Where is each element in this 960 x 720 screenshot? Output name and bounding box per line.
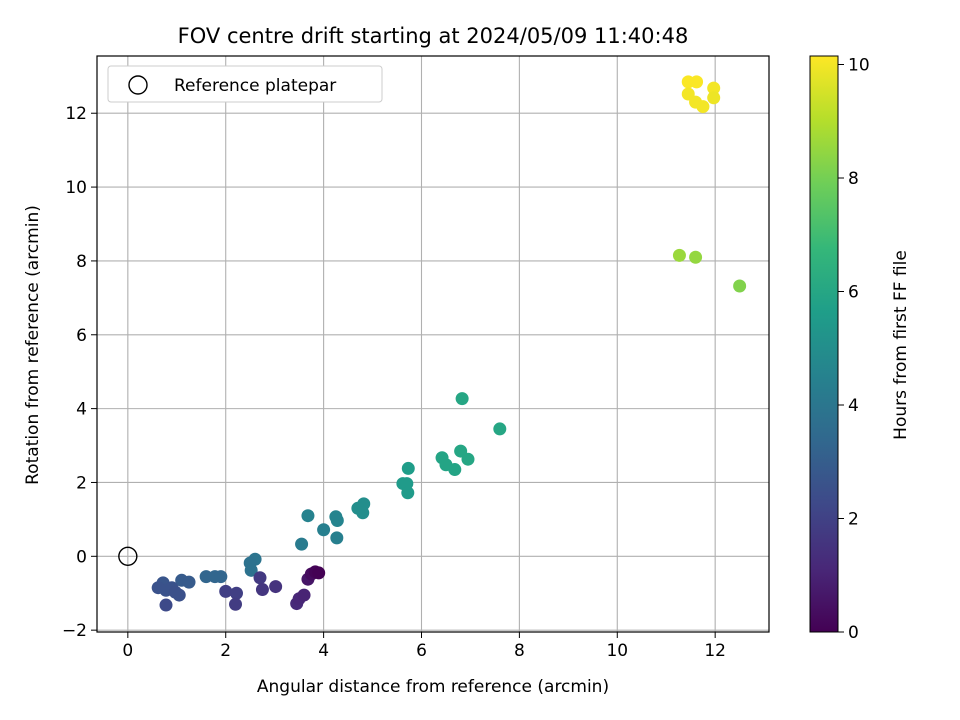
data-point xyxy=(317,523,331,537)
data-point xyxy=(182,575,196,589)
colorbar-ticks: 0 2 4 6 8 10 xyxy=(838,56,870,643)
y-tick-label: 8 xyxy=(76,252,87,272)
plot-frame xyxy=(96,55,770,633)
colorbar-tick-label: 0 xyxy=(848,623,859,643)
x-tick-label: 2 xyxy=(220,641,231,661)
colorbar-tick-label: 10 xyxy=(848,56,870,76)
data-point xyxy=(690,75,704,89)
legend-marker-reference-platepar xyxy=(128,75,148,95)
colorbar-tick-label: 4 xyxy=(848,396,859,416)
colorbar-tick-label: 8 xyxy=(848,169,859,189)
y-tick-label: 10 xyxy=(65,178,87,198)
data-point xyxy=(689,250,703,264)
y-tick-label: 4 xyxy=(76,400,87,420)
data-point xyxy=(672,248,686,262)
data-points xyxy=(151,75,747,612)
x-tick-label: 8 xyxy=(514,641,525,661)
data-point xyxy=(214,570,228,584)
colorbar-tick-label: 2 xyxy=(848,510,859,530)
grid xyxy=(97,56,769,632)
data-point xyxy=(455,392,469,406)
data-point xyxy=(401,461,415,475)
colorbar-tick-label: 6 xyxy=(848,283,859,303)
data-point xyxy=(297,588,311,602)
legend-entry-reference-platepar: Reference platepar xyxy=(174,76,336,96)
data-point xyxy=(707,81,721,95)
data-point xyxy=(301,509,315,523)
data-point xyxy=(253,571,267,585)
x-tick-label: 10 xyxy=(606,641,628,661)
data-point xyxy=(733,279,747,293)
data-point xyxy=(330,531,344,545)
legend: Reference platepar xyxy=(107,65,383,103)
data-point xyxy=(696,100,710,114)
data-point xyxy=(172,588,186,602)
data-point xyxy=(330,513,344,527)
data-point xyxy=(244,563,258,577)
legend-box xyxy=(107,65,383,103)
x-tick-label: 0 xyxy=(122,641,133,661)
data-point xyxy=(448,463,462,477)
data-point xyxy=(401,486,415,500)
data-point xyxy=(255,583,269,597)
data-point xyxy=(312,566,326,580)
x-axis: 0 2 4 6 8 10 12 xyxy=(122,632,726,661)
y-tick-label: −2 xyxy=(62,621,87,641)
x-axis-label: Angular distance from reference (arcmin) xyxy=(257,677,609,697)
y-axis-label: Rotation from reference (arcmin) xyxy=(23,205,43,485)
chart-title: FOV centre drift starting at 2024/05/09 … xyxy=(178,24,689,48)
data-point xyxy=(356,506,370,520)
y-axis: −2 0 2 4 6 8 10 12 xyxy=(62,104,97,641)
y-tick-label: 0 xyxy=(76,547,87,567)
data-point xyxy=(269,580,283,594)
y-tick-label: 12 xyxy=(65,104,87,124)
colorbar-label: Hours from first FF file xyxy=(891,250,911,440)
y-tick-label: 2 xyxy=(76,473,87,493)
x-tick-label: 6 xyxy=(416,641,427,661)
data-point xyxy=(461,452,475,466)
data-point xyxy=(159,598,173,612)
x-tick-label: 4 xyxy=(318,641,329,661)
data-point xyxy=(229,586,243,600)
data-point xyxy=(229,597,243,611)
colorbar xyxy=(809,55,839,633)
x-tick-label: 12 xyxy=(704,641,726,661)
y-tick-label: 6 xyxy=(76,326,87,346)
data-point xyxy=(295,537,309,551)
data-point xyxy=(219,584,233,598)
data-point xyxy=(493,422,507,436)
reference-platepar-marker xyxy=(118,546,138,567)
data-point xyxy=(707,91,721,105)
